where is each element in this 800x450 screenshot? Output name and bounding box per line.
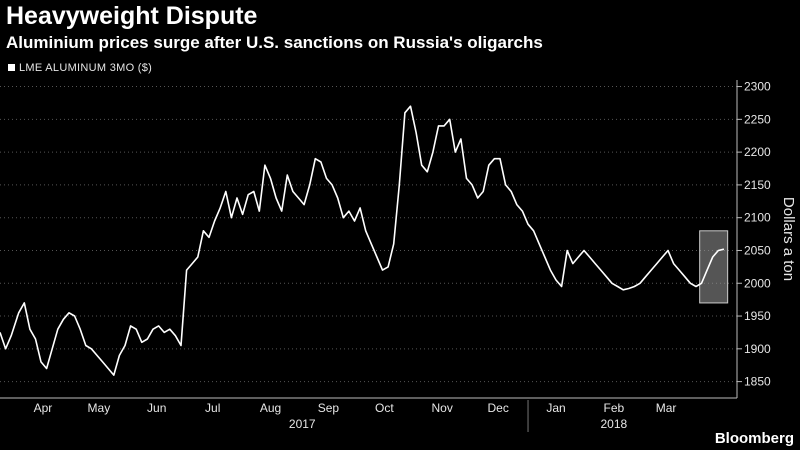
legend: LME ALUMINUM 3MO ($) — [8, 62, 152, 74]
brand-logo: Bloomberg — [714, 430, 794, 447]
legend-swatch — [8, 63, 15, 71]
y-axis-label: Dollars a ton — [780, 197, 797, 281]
price-line — [0, 105, 725, 376]
y-tick-label: 2050 — [744, 243, 771, 257]
x-tick-label: Apr — [34, 401, 53, 415]
y-tick-label: 1950 — [744, 309, 771, 323]
y-tick-label: 2250 — [744, 112, 771, 126]
grid — [0, 86, 737, 383]
y-axis-ticks: 1850 1900 1950 2000 2050 2100 2150 2200 2250 2300 — [737, 80, 771, 389]
year-label: 2017 — [289, 417, 316, 431]
year-labels: 2017 2018 — [289, 417, 628, 431]
x-tick-label: Dec — [488, 401, 509, 415]
x-tick-label: Jul — [205, 401, 220, 415]
highlight-box — [699, 230, 729, 304]
y-tick-label: 2200 — [744, 145, 771, 159]
x-tick-label: Sep — [318, 401, 340, 415]
y-tick-label: 2000 — [744, 276, 771, 290]
x-tick-label: Oct — [375, 401, 394, 415]
legend-label: LME ALUMINUM 3MO ($) — [19, 62, 153, 74]
x-tick-label: Jun — [147, 401, 166, 415]
y-tick-label: 1900 — [744, 342, 771, 356]
x-axis-ticks: Apr May Jun Jul Aug Sep Oct Nov Dec Jan Feb Mar — [34, 401, 677, 415]
y-tick-label: 1850 — [744, 375, 771, 389]
y-tick-label: 2150 — [744, 178, 771, 192]
chart-title: Heavyweight Dispute — [6, 2, 258, 30]
x-tick-label: Jan — [546, 401, 565, 415]
x-tick-label: Aug — [260, 401, 281, 415]
x-tick-label: Mar — [656, 401, 677, 415]
y-tick-label: 2100 — [744, 211, 771, 225]
x-tick-label: Feb — [604, 401, 625, 415]
chart-subtitle: Aluminium prices surge after U.S. sancti… — [6, 33, 543, 52]
year-label: 2018 — [601, 417, 628, 431]
x-tick-label: Nov — [432, 401, 453, 415]
x-tick-label: May — [88, 401, 111, 415]
y-tick-label: 2300 — [744, 80, 771, 94]
